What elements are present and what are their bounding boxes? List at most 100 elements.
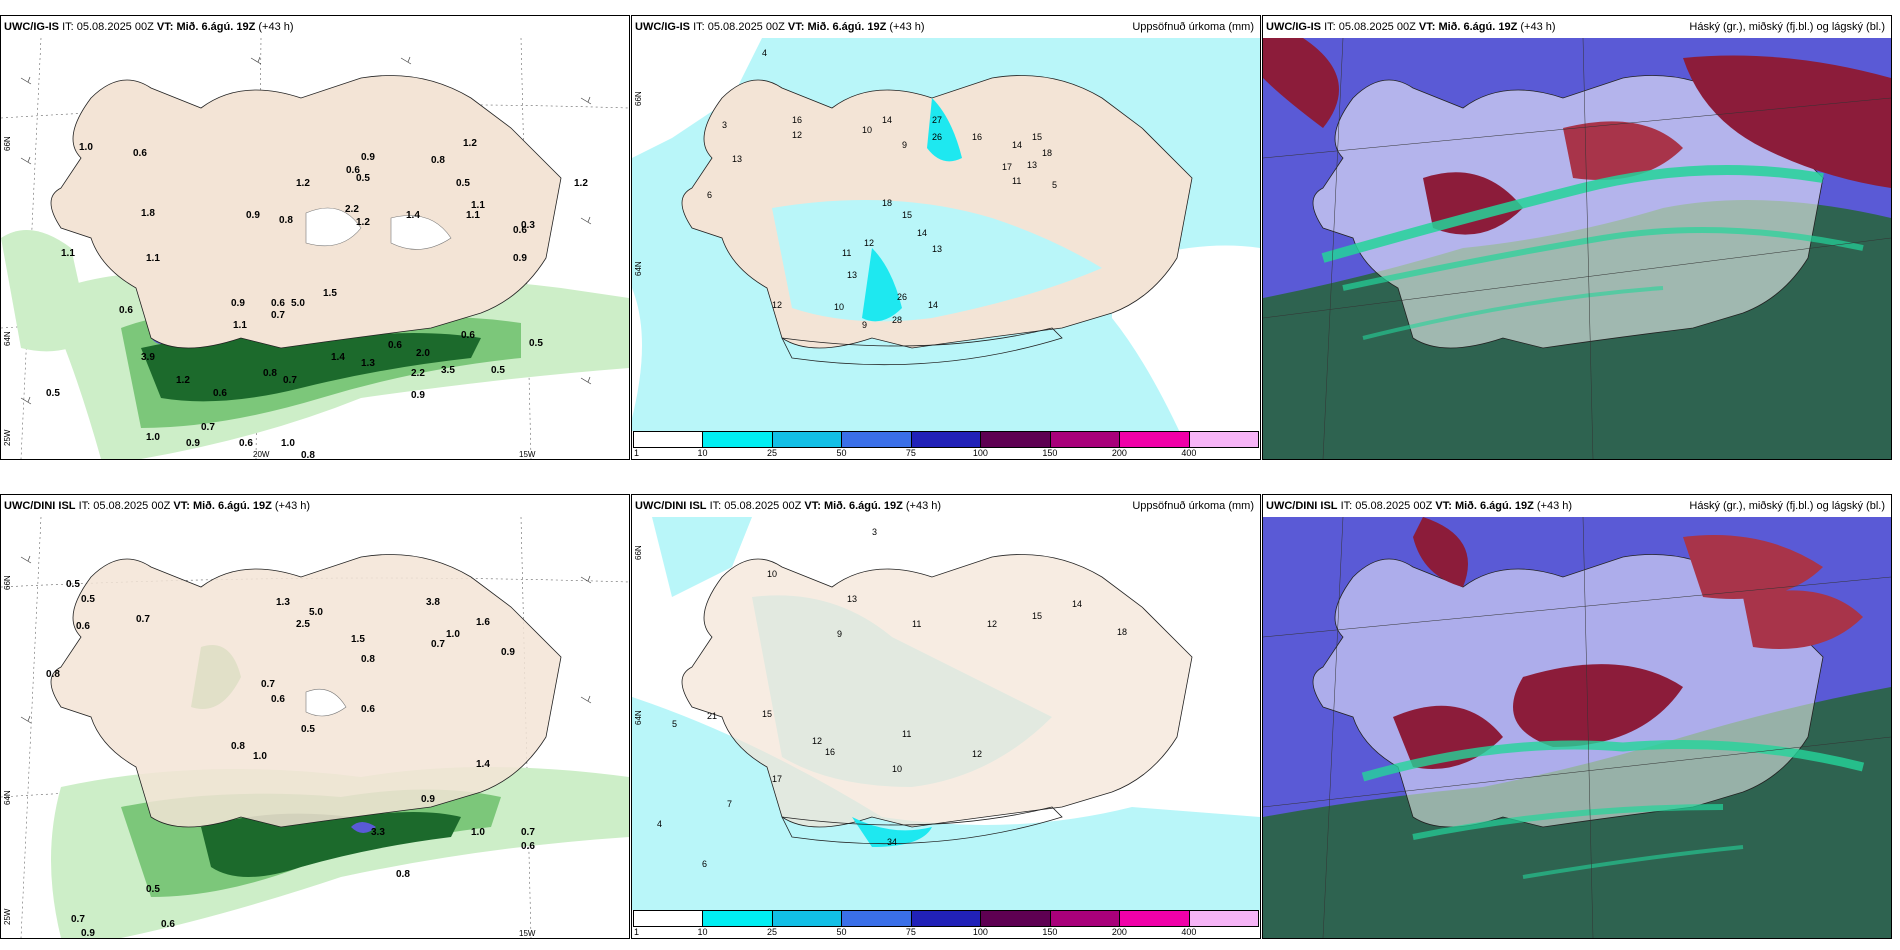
value-label: 11 bbox=[902, 729, 911, 739]
legend-swatch bbox=[981, 911, 1051, 926]
model-name: UWC/IG-IS bbox=[1266, 21, 1321, 33]
value-label: 1.6 bbox=[476, 617, 490, 628]
panel-header: UWC/IG-IS IT: 05.08.2025 00Z VT: Mið. 6.… bbox=[1, 16, 629, 38]
value-label: 3.3 bbox=[371, 827, 385, 838]
lon-label-25w: 25W bbox=[3, 429, 12, 446]
lon-label-25w: 25W bbox=[3, 908, 12, 925]
value-label: 14 bbox=[928, 300, 938, 310]
value-label: 14 bbox=[1012, 140, 1022, 150]
lat-label-66n: 66N bbox=[634, 545, 643, 560]
panel-r2c3: UWC/DINI ISL IT: 05.08.2025 00Z VT: Mið.… bbox=[1262, 494, 1892, 939]
value-label: 5 bbox=[1052, 180, 1057, 190]
value-label: 1.0 bbox=[281, 438, 295, 449]
value-label: 0.6 bbox=[388, 340, 402, 351]
value-label: 26 bbox=[932, 132, 942, 142]
value-label: 0.8 bbox=[263, 368, 277, 379]
legend-swatch bbox=[911, 432, 982, 447]
value-label: 0.9 bbox=[421, 794, 435, 805]
value-label: 0.6 bbox=[213, 388, 227, 399]
legend-swatch bbox=[842, 432, 912, 447]
value-label: 0.5 bbox=[66, 579, 80, 590]
value-label: 9 bbox=[837, 629, 842, 639]
value-label: 16 bbox=[792, 115, 802, 125]
value-label: 17 bbox=[772, 774, 782, 784]
wind-precip-map: 0.5 0.5 0.6 0.8 0.7 1.3 2.5 5.0 3.8 0.7 … bbox=[1, 517, 629, 938]
panel-r2c2: UWC/DINI ISL IT: 05.08.2025 00Z VT: Mið.… bbox=[631, 494, 1261, 939]
value-label: 4 bbox=[657, 819, 662, 829]
legend-swatch bbox=[634, 911, 704, 926]
lon-label-15w: 15W bbox=[519, 929, 536, 938]
cloud-cover-map bbox=[1263, 517, 1891, 938]
value-label: 0.7 bbox=[521, 827, 535, 838]
it-value: 05.08.2025 00Z bbox=[76, 21, 154, 33]
value-label: 1.2 bbox=[574, 178, 588, 189]
value-label: 18 bbox=[1117, 627, 1127, 637]
value-label: 3.5 bbox=[441, 365, 455, 376]
legend-swatch bbox=[1120, 432, 1190, 447]
value-label: 1.1 bbox=[61, 248, 75, 259]
it-label: IT: bbox=[1324, 21, 1336, 33]
value-label: 0.7 bbox=[136, 614, 150, 625]
value-label: 1.0 bbox=[253, 751, 267, 762]
value-label: 15 bbox=[762, 709, 772, 719]
legend-tick: 400 bbox=[1181, 448, 1197, 458]
value-label: 1.1 bbox=[146, 253, 160, 264]
vt-label: VT: bbox=[1435, 500, 1452, 512]
value-label: 0.5 bbox=[81, 594, 95, 605]
value-label: 1.3 bbox=[361, 358, 375, 369]
lat-label-64n: 64N bbox=[634, 261, 643, 276]
panel-header: UWC/DINI ISL IT: 05.08.2025 00Z VT: Mið.… bbox=[1, 495, 629, 517]
value-label: 0.8 bbox=[396, 869, 410, 880]
iceland-land bbox=[681, 554, 1193, 828]
value-label: 10 bbox=[892, 764, 902, 774]
value-label: 0.5 bbox=[529, 338, 543, 349]
value-label: 14 bbox=[882, 115, 892, 125]
value-label: 27 bbox=[932, 115, 942, 125]
value-label: 28 bbox=[892, 315, 902, 325]
value-label: 12 bbox=[987, 619, 997, 629]
value-label: 16 bbox=[972, 132, 982, 142]
legend-swatch bbox=[981, 432, 1051, 447]
it-value: 05.08.2025 00Z bbox=[93, 500, 171, 512]
value-label: 0.5 bbox=[491, 365, 505, 376]
value-label: 1.4 bbox=[331, 352, 345, 363]
value-label: 17 bbox=[1002, 162, 1012, 172]
value-label: 0.8 bbox=[46, 669, 60, 680]
value-label: 1.3 bbox=[276, 597, 290, 608]
panel-r1c1: UWC/IG-IS IT: 05.08.2025 00Z VT: Mið. 6.… bbox=[0, 15, 630, 460]
panel-r1c2: UWC/IG-IS IT: 05.08.2025 00Z VT: Mið. 6.… bbox=[631, 15, 1261, 460]
value-label: 13 bbox=[847, 270, 857, 280]
value-label: 1.1 bbox=[233, 320, 247, 331]
value-label: 0.6 bbox=[361, 704, 375, 715]
legend-tick: 1 bbox=[634, 927, 640, 937]
value-label: 13 bbox=[847, 594, 857, 604]
it-label: IT: bbox=[693, 21, 705, 33]
it-value: 05.08.2025 00Z bbox=[707, 21, 785, 33]
legend-tick: 150 bbox=[1042, 927, 1058, 937]
legend-swatch bbox=[703, 911, 773, 926]
it-value: 05.08.2025 00Z bbox=[724, 500, 802, 512]
value-label: 26 bbox=[897, 292, 907, 302]
value-label: 3 bbox=[872, 527, 877, 537]
legend-tick: 75 bbox=[905, 927, 916, 937]
value-label: 2.2 bbox=[411, 368, 425, 379]
value-label: 0.9 bbox=[81, 928, 95, 938]
panel-header: UWC/IG-IS IT: 05.08.2025 00Z VT: Mið. 6.… bbox=[632, 16, 1260, 38]
value-label: 9 bbox=[862, 320, 867, 330]
value-label: 0.9 bbox=[186, 438, 200, 449]
value-label: 1.2 bbox=[176, 375, 190, 386]
legend-tick: 25 bbox=[766, 927, 777, 937]
value-label: 0.9 bbox=[246, 210, 260, 221]
value-label: 0.6 bbox=[521, 841, 535, 852]
value-label: 11 bbox=[1012, 176, 1021, 186]
value-label: 1.8 bbox=[141, 208, 155, 219]
panel-title: Háský (gr.), miðský (fj.bl.) og lágský (… bbox=[1689, 21, 1885, 33]
legend-tick: 100 bbox=[972, 927, 988, 937]
it-label: IT: bbox=[62, 21, 74, 33]
value-label: 1.4 bbox=[476, 759, 490, 770]
model-name: UWC/DINI ISL bbox=[635, 500, 707, 512]
legend-swatch bbox=[1189, 432, 1258, 447]
lead-time: (+43 h) bbox=[905, 500, 942, 512]
lat-label-66n: 66N bbox=[3, 136, 12, 151]
vt-value: Mið. 6.ágú. 19Z bbox=[823, 500, 903, 512]
